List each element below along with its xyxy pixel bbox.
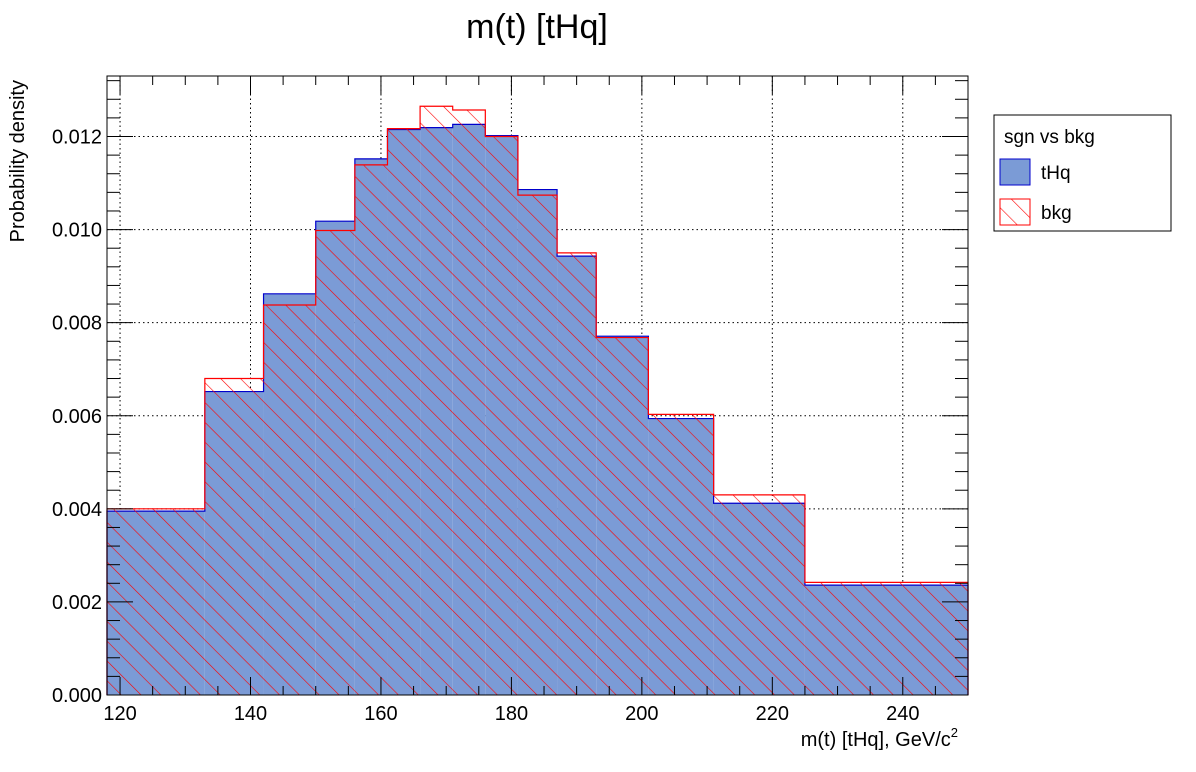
y-tick-label: 0.010 bbox=[52, 220, 102, 242]
x-tick-labels: 120 140 160 180 200 220 240 bbox=[103, 703, 919, 725]
y-tick-label: 0.000 bbox=[52, 685, 102, 707]
x-tick-label: 120 bbox=[103, 703, 136, 725]
x-tick-label: 240 bbox=[886, 703, 919, 725]
y-tick-label: 0.012 bbox=[52, 127, 102, 149]
bar-bkg bbox=[517, 195, 558, 695]
legend-title: sgn vs bkg bbox=[1004, 127, 1095, 148]
legend-entry-thq: tHq bbox=[1041, 163, 1071, 184]
bar-bkg bbox=[485, 136, 518, 695]
y-tick-label: 0.002 bbox=[52, 592, 102, 614]
bar-bkg bbox=[420, 106, 453, 695]
bar-bkg bbox=[263, 304, 316, 695]
x-tick-label: 140 bbox=[234, 703, 267, 725]
bar-bkg bbox=[557, 252, 597, 695]
bar-bkg bbox=[204, 378, 264, 695]
x-tick-label: 160 bbox=[364, 703, 397, 725]
y-tick-label: 0.004 bbox=[52, 499, 102, 521]
legend-entry-bkg: bkg bbox=[1041, 203, 1072, 224]
x-axis-label: m(t) [tHq], GeV/c2 bbox=[801, 725, 958, 751]
x-tick-label: 200 bbox=[625, 703, 658, 725]
bar-bkg bbox=[648, 414, 714, 695]
bar-bkg bbox=[596, 337, 649, 695]
bar-bkg bbox=[804, 582, 968, 695]
x-axis-label-superscript: 2 bbox=[951, 725, 958, 740]
x-tick-label: 220 bbox=[756, 703, 789, 725]
bar-bkg bbox=[713, 494, 805, 695]
histogram-bars bbox=[106, 105, 969, 696]
bar-bkg bbox=[387, 128, 421, 695]
legend-swatch-bkg bbox=[999, 198, 1031, 226]
legend: sgn vs bkg tHq bkg bbox=[993, 114, 1172, 232]
bar-bkg bbox=[452, 109, 486, 695]
y-tick-label: 0.008 bbox=[52, 313, 102, 335]
y-tick-label: 0.006 bbox=[52, 406, 102, 428]
axis-ticks bbox=[107, 76, 969, 696]
plot-frame bbox=[106, 75, 969, 696]
chart-title: m(t) [tHq] bbox=[466, 8, 608, 46]
series-outline-bkg bbox=[106, 105, 969, 695]
bar-bkg bbox=[315, 230, 355, 696]
y-axis-label: Probability density bbox=[7, 80, 29, 242]
y-tick-labels: 0.000 0.002 0.004 0.006 0.008 0.010 0.012 bbox=[52, 127, 102, 707]
x-tick-label: 180 bbox=[495, 703, 528, 725]
legend-swatch-thq bbox=[999, 158, 1031, 186]
bar-bkg bbox=[354, 164, 388, 695]
